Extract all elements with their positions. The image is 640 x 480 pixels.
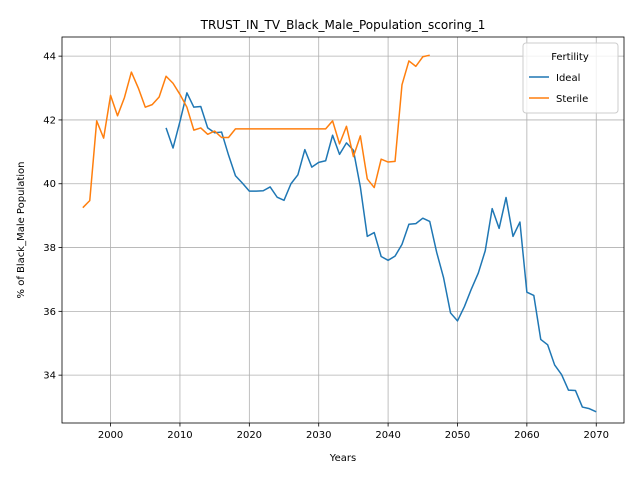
y-tick-label: 44 xyxy=(43,52,56,63)
legend-title: Fertility xyxy=(551,52,589,63)
y-tick-label: 42 xyxy=(43,115,56,126)
series-lines xyxy=(82,54,597,413)
x-tick-label: 2000 xyxy=(98,430,123,441)
y-axis-label: % of Black_Male Population xyxy=(16,162,27,299)
x-tick-label: 2060 xyxy=(514,430,539,441)
x-tick-label: 2030 xyxy=(306,430,331,441)
x-tick-label: 2070 xyxy=(584,430,609,441)
x-tick-label: 2040 xyxy=(375,430,400,441)
legend-box xyxy=(522,42,619,114)
chart-title: TRUST_IN_TV_Black_Male_Population_scorin… xyxy=(200,18,486,32)
y-tick-label: 40 xyxy=(43,179,56,190)
series-line-sterile xyxy=(82,54,430,209)
y-tick-label: 34 xyxy=(43,371,56,382)
legend-label-sterile: Sterile xyxy=(556,94,588,105)
x-tick-label: 2010 xyxy=(167,430,192,441)
y-tick-label: 36 xyxy=(43,307,56,318)
y-axis-ticks: 34 36 38 40 42 44 xyxy=(43,52,62,382)
series-line-ideal xyxy=(165,92,597,413)
x-axis-label: Years xyxy=(329,453,356,464)
y-tick-label: 38 xyxy=(43,243,56,254)
x-axis-ticks: 2000 2010 2020 2030 2040 2050 2060 2070 xyxy=(98,423,609,441)
x-tick-label: 2020 xyxy=(237,430,262,441)
x-tick-label: 2050 xyxy=(445,430,470,441)
legend: Fertility Ideal Sterile xyxy=(522,42,619,114)
legend-label-ideal: Ideal xyxy=(556,73,580,84)
plot-frame xyxy=(61,36,625,424)
